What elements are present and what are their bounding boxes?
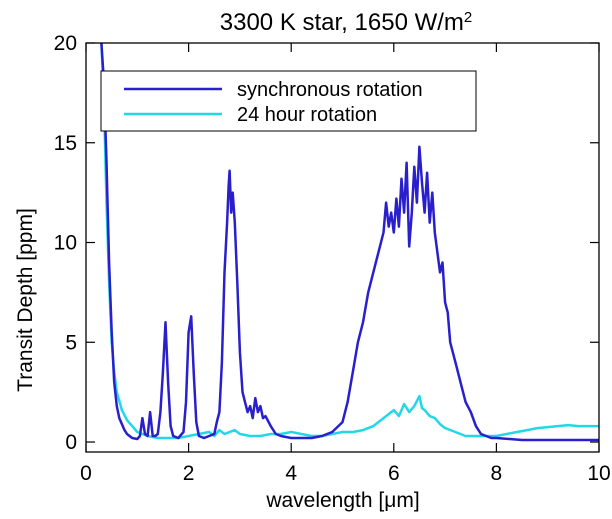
y-tick-label: 5 xyxy=(65,331,77,354)
x-axis-label-mu: μ xyxy=(384,489,396,512)
x-tick-label: 0 xyxy=(80,462,92,485)
plot-frame xyxy=(85,42,600,453)
legend-label-24-hour: 24 hour rotation xyxy=(237,104,377,126)
x-axis-label-suffix: m] xyxy=(396,489,419,512)
x-tick-label: 2 xyxy=(183,462,195,485)
legend: synchronous rotation 24 hour rotation xyxy=(100,70,477,132)
legend-label-synchronous: synchronous rotation xyxy=(237,79,423,101)
y-axis-label: Transit Depth [ppm] xyxy=(14,208,37,392)
title-main: 3300 K star, 1650 W/m xyxy=(220,9,464,36)
y-tick-label: 20 xyxy=(54,32,77,55)
x-axis-label: wavelength [μm] xyxy=(265,489,419,512)
series-line-0 xyxy=(100,43,599,442)
x-tick-label: 10 xyxy=(587,462,610,485)
title-superscript: 2 xyxy=(464,9,472,26)
x-tick-label: 6 xyxy=(388,462,400,485)
y-tick-label: 0 xyxy=(65,431,77,454)
ticks-layer: 0 2 4 6 8 10 0 5 10 15 20 xyxy=(54,32,611,485)
chart-title: 3300 K star, 1650 W/m2 xyxy=(220,9,472,37)
x-axis-label-prefix: wavelength [ xyxy=(265,489,384,512)
x-tick-label: 8 xyxy=(491,462,503,485)
legend-box xyxy=(100,70,477,132)
y-tick-label: 15 xyxy=(54,132,77,155)
x-tick-label: 4 xyxy=(285,462,297,485)
y-tick-label: 10 xyxy=(54,232,77,255)
series-layer xyxy=(100,43,599,442)
